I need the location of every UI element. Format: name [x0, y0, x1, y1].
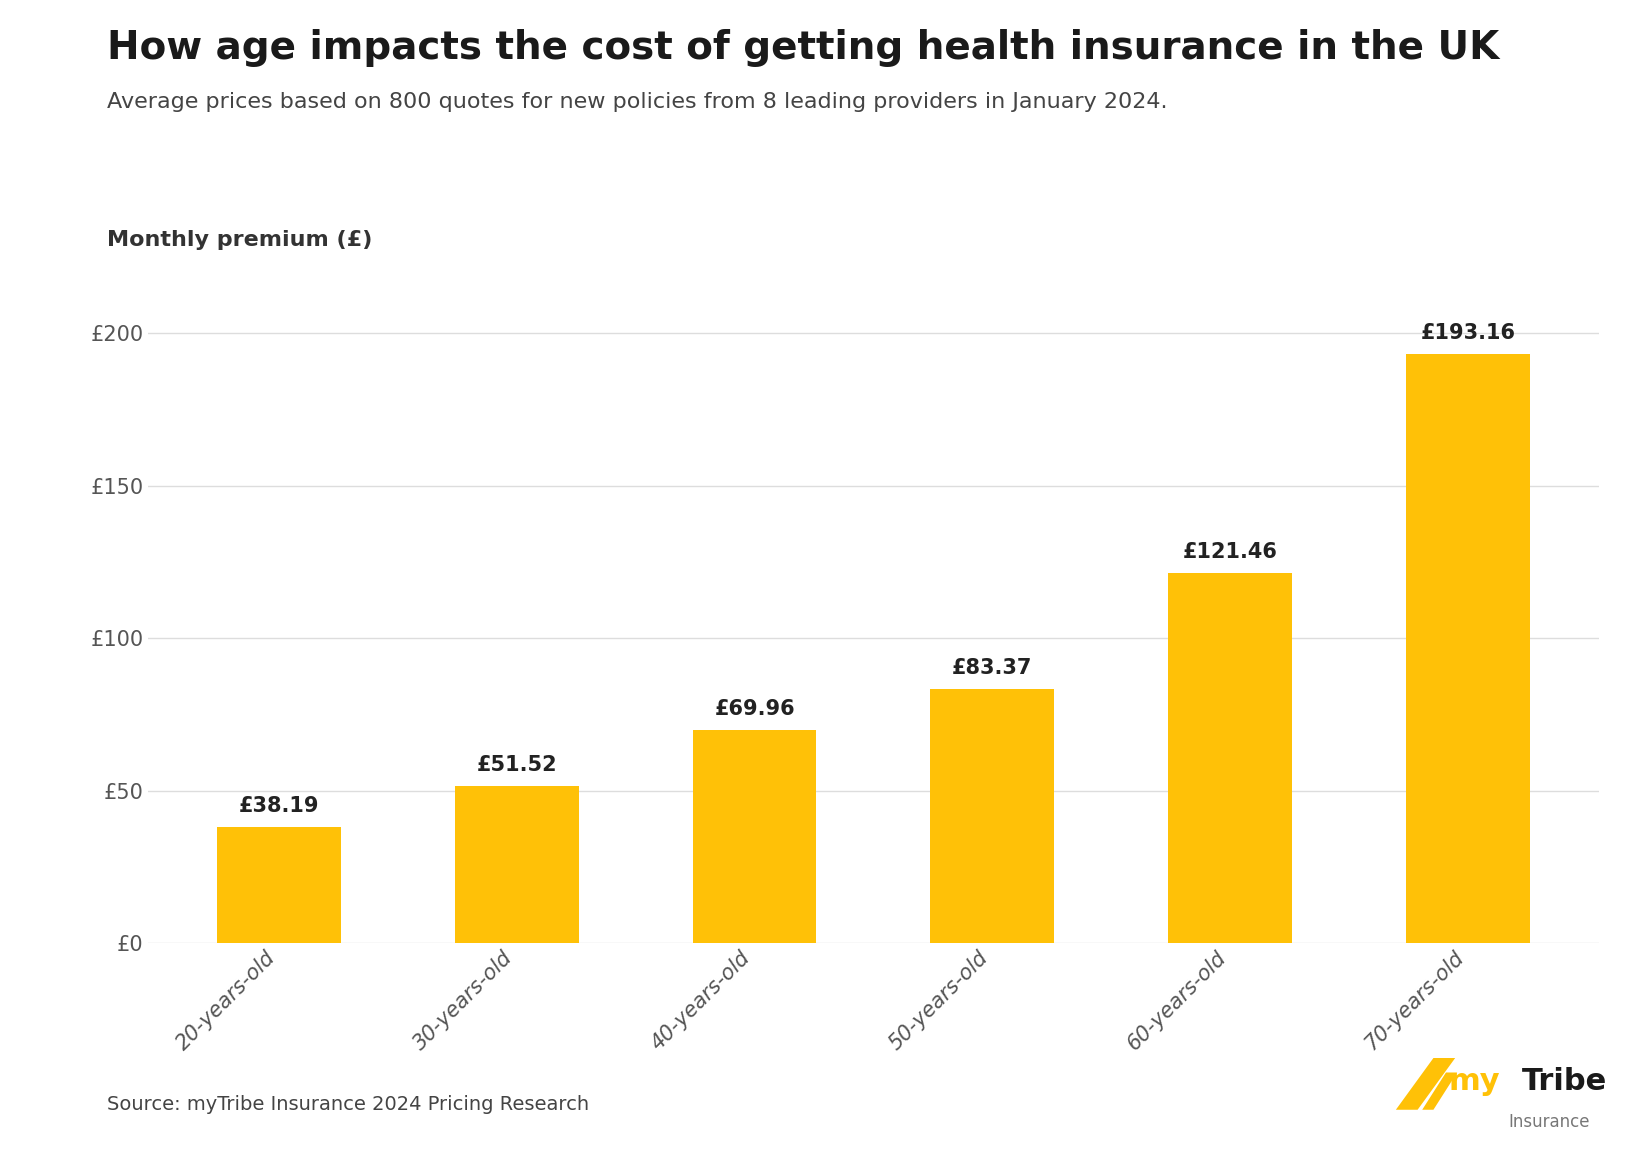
Bar	[218, 827, 341, 943]
Polygon shape	[1422, 1073, 1457, 1110]
Text: £38.19: £38.19	[239, 796, 320, 815]
Text: How age impacts the cost of getting health insurance in the UK: How age impacts the cost of getting heal…	[107, 29, 1500, 67]
Text: Source: myTribe Insurance 2024 Pricing Research: Source: myTribe Insurance 2024 Pricing R…	[107, 1095, 590, 1113]
Text: Average prices based on 800 quotes for new policies from 8 leading providers in : Average prices based on 800 quotes for n…	[107, 92, 1168, 112]
Text: £193.16: £193.16	[1421, 323, 1515, 344]
Bar	[931, 689, 1055, 943]
Bar	[455, 785, 578, 943]
Text: Monthly premium (£): Monthly premium (£)	[107, 230, 372, 250]
Text: Tribe: Tribe	[1521, 1066, 1607, 1096]
Text: £69.96: £69.96	[714, 699, 794, 719]
Bar	[1406, 354, 1529, 943]
Text: £121.46: £121.46	[1183, 542, 1277, 562]
Text: Insurance: Insurance	[1510, 1113, 1590, 1132]
Text: £51.52: £51.52	[476, 756, 557, 775]
Bar	[1168, 573, 1292, 943]
Polygon shape	[1396, 1058, 1455, 1110]
Text: £83.37: £83.37	[953, 658, 1033, 678]
Text: my: my	[1449, 1066, 1500, 1096]
Bar	[692, 730, 816, 943]
